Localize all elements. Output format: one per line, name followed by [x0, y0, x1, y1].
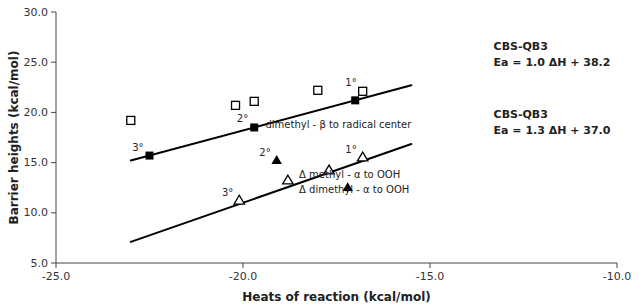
- annotation: Ea = 1.3 ΔH + 37.0: [494, 124, 611, 137]
- x-tick-label: -10.0: [603, 270, 631, 283]
- y-tick: [51, 162, 56, 163]
- x-axis-line: [56, 263, 617, 264]
- annotation: CBS-QB3: [494, 108, 548, 121]
- point-label: 1°: [345, 77, 356, 88]
- point: [283, 175, 293, 184]
- point: [146, 152, 154, 160]
- x-tick: [617, 263, 618, 268]
- point-label: 3°: [132, 142, 143, 153]
- y-tick: [51, 112, 56, 113]
- trend-line: [131, 85, 412, 160]
- y-tick-label: 25.0: [24, 56, 49, 69]
- y-tick-label: 20.0: [24, 106, 49, 119]
- axes: -25.0 -20.0 -15.0 -10.0 5.0 10.0 15.0 20.0 25.0 3…: [24, 6, 632, 284]
- x-tick-label: -25.0: [42, 270, 70, 283]
- y-tick-label: 15.0: [24, 156, 49, 169]
- y-tick-label: 5.0: [31, 257, 49, 270]
- trend-line: [131, 144, 412, 242]
- y-tick: [51, 62, 56, 63]
- annotation: Ea = 1.0 ΔH + 38.2: [494, 56, 611, 69]
- point-label: 2°: [237, 113, 248, 124]
- x-tick-label: -20.0: [229, 270, 257, 283]
- series-label: Δ methyl - α to OOH: [299, 169, 400, 180]
- point: [250, 123, 258, 131]
- series-label: dimethyl - β to radical center: [265, 119, 412, 130]
- chart: -25.0 -20.0 -15.0 -10.0 5.0 10.0 15.0 20.0 25.0 3…: [0, 0, 639, 307]
- point: [351, 96, 359, 104]
- y-tick: [51, 12, 56, 13]
- series-label: Δ dimethyl - α to OOH: [299, 184, 409, 195]
- x-tick: [430, 263, 431, 268]
- point: [232, 101, 240, 109]
- x-tick: [243, 263, 244, 268]
- point: [234, 195, 244, 204]
- y-tick: [51, 263, 56, 264]
- y-axis-line: [56, 12, 57, 263]
- point: [271, 155, 281, 164]
- point-label: 1°: [345, 144, 356, 155]
- point-label: 2°: [259, 147, 270, 158]
- point: [250, 97, 258, 105]
- point: [357, 152, 367, 161]
- point: [359, 87, 367, 95]
- annotation: CBS-QB3: [494, 40, 548, 53]
- y-axis-label: Barrier heights (kcal/mol): [7, 51, 21, 225]
- point: [314, 86, 322, 94]
- x-axis-label: Heats of reaction (kcal/mol): [242, 290, 431, 304]
- y-tick-label: 30.0: [24, 6, 49, 19]
- y-tick: [51, 212, 56, 213]
- x-tick: [56, 263, 57, 268]
- plot-area: [127, 85, 412, 242]
- x-tick-label: -15.0: [416, 270, 444, 283]
- point: [127, 116, 135, 124]
- annotations: dimethyl - β to radical center Δ methyl -…: [265, 40, 610, 196]
- point-label: 3°: [222, 187, 233, 198]
- y-tick-label: 10.0: [24, 206, 49, 219]
